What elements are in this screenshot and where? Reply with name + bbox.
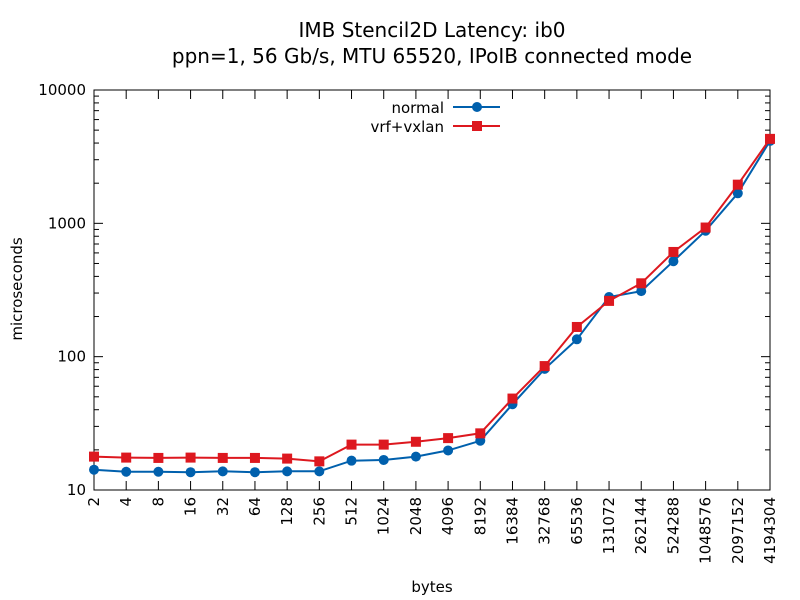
x-tick-label: 32768	[536, 497, 554, 545]
data-point	[410, 436, 421, 447]
x-tick-label: 1024	[375, 497, 393, 535]
data-point	[314, 456, 325, 467]
data-point	[282, 466, 293, 477]
data-point	[604, 295, 615, 306]
x-tick-label: 262144	[632, 497, 650, 554]
data-point	[249, 467, 260, 478]
x-tick-label: 16	[182, 497, 200, 516]
data-point	[378, 439, 389, 450]
data-point	[346, 439, 357, 450]
x-tick-label: 65536	[568, 497, 586, 545]
data-point	[732, 179, 743, 190]
data-point	[314, 466, 325, 477]
x-tick-label: 128	[278, 497, 296, 526]
data-point	[153, 466, 164, 477]
data-point	[249, 452, 260, 463]
data-point	[765, 133, 775, 144]
data-point	[539, 361, 550, 372]
x-tick-label: 64	[246, 497, 264, 516]
data-point	[217, 466, 228, 477]
data-point	[571, 334, 582, 345]
data-point	[732, 188, 743, 199]
x-tick-label: 256	[310, 497, 328, 526]
legend: normal vrf+vxlan	[370, 99, 500, 136]
x-tick-label: 524288	[664, 497, 682, 554]
y-axis-ticks: 10 100 1000 10000	[38, 81, 770, 499]
data-point	[153, 452, 164, 463]
legend-marker	[472, 121, 482, 131]
series-line	[93, 140, 771, 474]
legend-marker	[472, 102, 482, 112]
x-tick-label: 512	[343, 497, 361, 526]
data-point	[89, 464, 99, 475]
chart-subtitle: ppn=1, 56 Gb/s, MTU 65520, IPoIB connect…	[172, 44, 692, 68]
x-tick-label: 4096	[439, 497, 457, 535]
chart-title: IMB Stencil2D Latency: ib0	[298, 18, 565, 42]
data-point	[443, 433, 454, 444]
data-point	[443, 445, 454, 456]
x-tick-label: 2	[85, 497, 103, 507]
data-point	[89, 451, 99, 462]
y-axis-label: microseconds	[8, 237, 26, 341]
data-point	[668, 246, 679, 257]
x-tick-label: 131072	[600, 497, 618, 554]
x-tick-label: 2097152	[729, 497, 747, 564]
data-point	[378, 454, 389, 465]
y-tick-label: 10000	[38, 81, 86, 99]
y-tick-label: 1000	[48, 214, 86, 232]
x-tick-label: 8192	[471, 497, 489, 535]
data-point	[700, 222, 711, 233]
y-tick-label: 10	[67, 481, 86, 499]
data-point	[121, 452, 132, 463]
data-point	[282, 453, 293, 464]
data-point	[636, 278, 647, 289]
legend-label-vrf-vxlan: vrf+vxlan	[370, 118, 444, 136]
series-vrf-vxlan	[89, 133, 775, 467]
data-point	[636, 286, 647, 297]
data-point	[410, 451, 421, 462]
series-normal	[89, 135, 775, 478]
data-point	[475, 428, 486, 439]
x-tick-label: 2048	[407, 497, 425, 535]
x-axis-ticks: 2 4 8 16 32 64 128 256 512 1024 2048 4096 8192 16384 3…	[85, 90, 779, 564]
data-point	[121, 466, 132, 477]
x-tick-label: 8	[149, 497, 167, 507]
x-tick-label: 16384	[503, 497, 521, 545]
legend-label-normal: normal	[391, 99, 444, 117]
data-point	[217, 452, 228, 463]
data-point	[346, 455, 357, 466]
data-point	[571, 321, 582, 332]
data-point	[185, 452, 196, 463]
x-tick-label: 4	[117, 497, 135, 507]
plot-area-border	[93, 89, 771, 491]
series-layer	[89, 133, 775, 478]
data-point	[668, 256, 679, 267]
data-point	[185, 467, 196, 478]
x-tick-label: 1048576	[697, 497, 715, 564]
x-axis-label: bytes	[411, 578, 453, 596]
data-point	[507, 393, 518, 404]
y-tick-label: 100	[57, 348, 86, 366]
series-line	[93, 138, 771, 463]
x-tick-label: 4194304	[761, 497, 779, 564]
x-tick-label: 32	[214, 497, 232, 516]
